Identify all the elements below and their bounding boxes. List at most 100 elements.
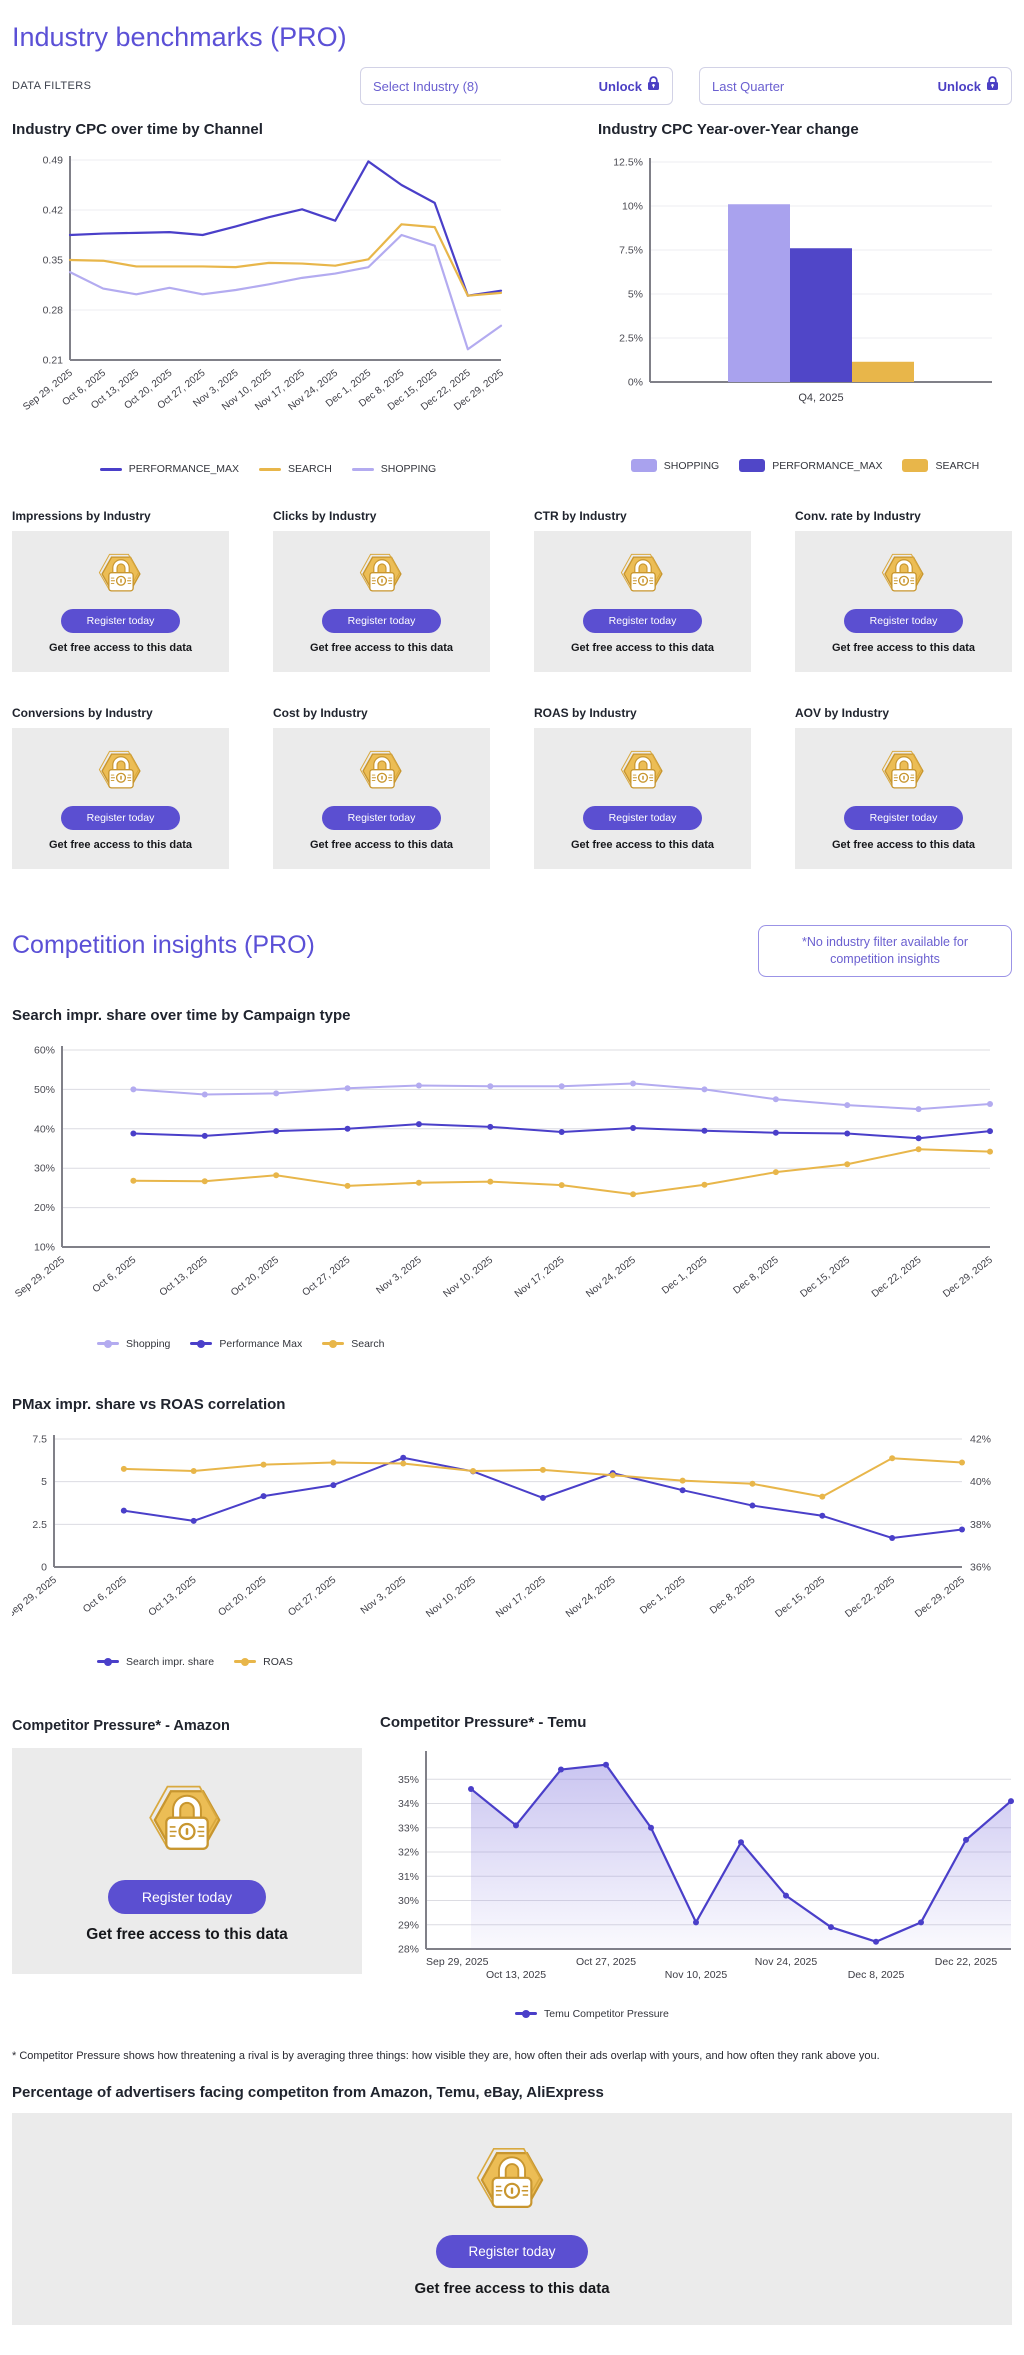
legend-label: SHOPPING bbox=[380, 463, 437, 475]
legend-swatch bbox=[739, 459, 766, 472]
register-button[interactable]: Register today bbox=[321, 806, 442, 830]
svg-text:Dec 15, 2025: Dec 15, 2025 bbox=[798, 1254, 852, 1300]
locked-card-cost: Cost by Industry Register today Get free… bbox=[273, 706, 490, 869]
lock-illustration-icon bbox=[616, 547, 670, 601]
register-button[interactable]: Register today bbox=[436, 2234, 588, 2268]
industry-unlock[interactable]: Unlock bbox=[599, 76, 660, 96]
chart-title: PMax impr. share vs ROAS correlation bbox=[12, 1395, 286, 1413]
svg-text:0.49: 0.49 bbox=[43, 155, 64, 167]
free-access-caption: Get free access to this data bbox=[48, 642, 193, 654]
register-button[interactable]: Register today bbox=[843, 609, 964, 633]
svg-text:40%: 40% bbox=[970, 1476, 991, 1488]
svg-text:34%: 34% bbox=[398, 1798, 419, 1810]
unlock-label: Unlock bbox=[937, 78, 981, 94]
svg-text:Oct 27, 2025: Oct 27, 2025 bbox=[300, 1254, 352, 1298]
temu-pressure-chart: 35%34%33%32%31%30%29%28%Sep 29, 2025Oct … bbox=[398, 1750, 1014, 1981]
svg-text:Oct 13, 2025: Oct 13, 2025 bbox=[147, 1574, 199, 1618]
free-access-caption: Get free access to this data bbox=[831, 642, 976, 654]
legend-item: Temu Competitor Pressure bbox=[515, 2008, 669, 2020]
svg-text:30%: 30% bbox=[34, 1162, 55, 1174]
legend-swatch bbox=[351, 467, 374, 471]
pmax-roas-chart: 7.5 5 2.5 0 42% 40% 38% 36% Sep 29, 2025 Oct 6, 2… bbox=[5, 1433, 991, 1620]
lock-icon bbox=[647, 76, 660, 96]
svg-text:5%: 5% bbox=[628, 289, 643, 301]
amazon-pressure-locked: Competitor Pressure* - Amazon Register t… bbox=[12, 1714, 362, 2020]
legend-swatch bbox=[99, 467, 122, 471]
svg-text:Sep 29, 2025: Sep 29, 2025 bbox=[426, 1956, 489, 1968]
legend-label: SEARCH bbox=[935, 459, 980, 472]
free-access-caption: Get free access to this data bbox=[570, 642, 715, 654]
svg-text:40%: 40% bbox=[34, 1123, 55, 1135]
free-access-caption: Get free access to this data bbox=[86, 1925, 288, 1943]
legend-label: PERFORMANCE_MAX bbox=[128, 463, 240, 475]
register-button[interactable]: Register today bbox=[107, 1879, 267, 1914]
register-button[interactable]: Register today bbox=[582, 609, 703, 633]
svg-text:33%: 33% bbox=[398, 1822, 419, 1834]
legend-swatch bbox=[97, 1657, 119, 1666]
legend-swatch bbox=[515, 2009, 537, 2018]
card-title: Cost by Industry bbox=[273, 706, 368, 720]
svg-text:30%: 30% bbox=[398, 1895, 419, 1907]
register-button[interactable]: Register today bbox=[60, 609, 181, 633]
lock-illustration-icon bbox=[141, 1774, 233, 1866]
lock-illustration-icon bbox=[877, 744, 931, 798]
chart-title: Search impr. share over time by Campaign… bbox=[12, 1006, 351, 1024]
quarter-unlock[interactable]: Unlock bbox=[938, 76, 999, 96]
svg-text:0.35: 0.35 bbox=[43, 255, 64, 267]
register-button[interactable]: Register today bbox=[582, 806, 703, 830]
svg-text:Dec 22, 2025: Dec 22, 2025 bbox=[935, 1956, 998, 1968]
free-access-caption: Get free access to this data bbox=[48, 839, 193, 851]
lock-illustration-icon bbox=[94, 744, 148, 798]
svg-text:Dec 8, 2025: Dec 8, 2025 bbox=[708, 1574, 758, 1616]
locked-cards-row-1: Impressions by Industry Register today G… bbox=[12, 509, 1012, 672]
search-impr-share-chart: 60% 50% 40% 30% 20% 10%Sep 29, 2025 Oct 6, 202… bbox=[13, 1044, 995, 1300]
lock-illustration-icon bbox=[355, 547, 409, 601]
legend-item: SHOPPING bbox=[351, 463, 437, 475]
svg-text:Nov 3, 2025: Nov 3, 2025 bbox=[359, 1574, 409, 1616]
svg-text:Nov 17, 2025: Nov 17, 2025 bbox=[513, 1254, 567, 1300]
svg-text:Nov 24, 2025: Nov 24, 2025 bbox=[584, 1254, 638, 1300]
svg-text:Dec 29, 2025: Dec 29, 2025 bbox=[913, 1574, 967, 1620]
amazon-pressure-title: Competitor Pressure* - Amazon bbox=[12, 1717, 230, 1734]
locked-cards-row-2: Conversions by Industry Register today G… bbox=[12, 706, 1012, 869]
lock-illustration-icon bbox=[877, 547, 931, 601]
legend-label: PERFORMANCE_MAX bbox=[772, 459, 883, 472]
legend-swatch bbox=[234, 1657, 257, 1666]
cpc-yoy-bar-chart-card: Industry CPC Year-over-Year change 0% 2.5… bbox=[598, 121, 1012, 475]
quarter-filter[interactable]: Last Quarter Unlock bbox=[699, 67, 1012, 105]
svg-text:Nov 24, 2025: Nov 24, 2025 bbox=[755, 1956, 818, 1968]
register-button[interactable]: Register today bbox=[843, 806, 964, 830]
svg-text:38%: 38% bbox=[970, 1519, 991, 1531]
data-filters-label: DATA FILTERS bbox=[12, 80, 92, 92]
svg-text:0.42: 0.42 bbox=[43, 205, 64, 217]
svg-text:2.5: 2.5 bbox=[32, 1519, 47, 1531]
register-button[interactable]: Register today bbox=[321, 609, 442, 633]
svg-text:31%: 31% bbox=[398, 1871, 419, 1883]
locked-card-roas: ROAS by Industry Register today Get free… bbox=[534, 706, 751, 869]
legend-label: Temu Competitor Pressure bbox=[544, 2007, 669, 2020]
quarter-filter-label: Last Quarter bbox=[712, 78, 785, 94]
legend-item: PERFORMANCE_MAX bbox=[739, 459, 882, 472]
chart-title: Industry CPC over time by Channel bbox=[12, 121, 263, 138]
register-button[interactable]: Register today bbox=[60, 806, 181, 830]
industry-filter[interactable]: Select Industry (8) Unlock bbox=[360, 67, 673, 105]
card-title: Clicks by Industry bbox=[273, 509, 377, 523]
legend-label: SHOPPING bbox=[663, 459, 720, 472]
svg-text:20%: 20% bbox=[34, 1202, 55, 1214]
svg-text:60%: 60% bbox=[34, 1044, 55, 1056]
svg-text:Nov 10, 2025: Nov 10, 2025 bbox=[441, 1254, 495, 1300]
svg-text:Nov 3, 2025: Nov 3, 2025 bbox=[374, 1254, 424, 1296]
svg-text:Dec 29, 2025: Dec 29, 2025 bbox=[941, 1254, 995, 1300]
top-charts-row: Industry CPC over time by Channel 0.49 0.… bbox=[12, 121, 1012, 475]
svg-text:Q4, 2025: Q4, 2025 bbox=[798, 392, 843, 404]
free-access-caption: Get free access to this data bbox=[309, 642, 454, 654]
card-title: Conversions by Industry bbox=[12, 706, 153, 720]
svg-text:Sep 29, 2025: Sep 29, 2025 bbox=[12, 1574, 59, 1620]
legend-item: SHOPPING bbox=[630, 459, 720, 472]
card-title: CTR by Industry bbox=[534, 509, 627, 523]
svg-text:Dec 8, 2025: Dec 8, 2025 bbox=[848, 1969, 905, 1981]
svg-text:35%: 35% bbox=[398, 1774, 419, 1786]
bottom-section-title: Percentage of advertisers facing competi… bbox=[12, 2083, 604, 2101]
svg-text:0: 0 bbox=[41, 1561, 47, 1573]
